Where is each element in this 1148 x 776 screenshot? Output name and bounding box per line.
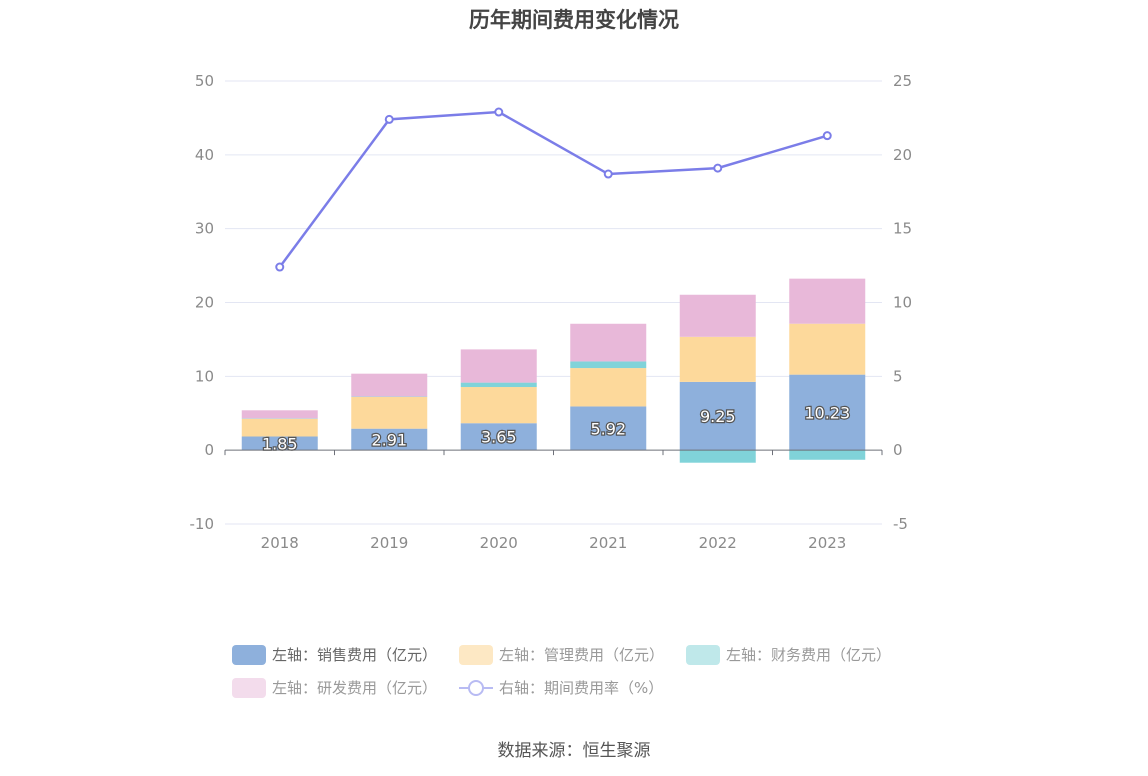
legend-item-rnd[interactable]: 左轴：研发费用（亿元）	[232, 677, 437, 698]
bar-finance-2022	[679, 450, 756, 463]
rate-point	[384, 114, 394, 124]
right-axis-tick-label: 0	[893, 441, 903, 459]
bar-rnd-2020	[460, 349, 537, 383]
bar-rnd-2018	[241, 410, 318, 419]
rate-point	[822, 131, 832, 141]
legend-label-admin: 左轴：管理费用（亿元）	[499, 646, 665, 664]
bar-rnd-2019	[351, 373, 428, 397]
x-axis-tick-label: 2021	[589, 534, 627, 552]
bar-sales-2020	[460, 423, 537, 451]
legend-label-rnd: 左轴：研发费用（亿元）	[272, 679, 438, 697]
legend-swatch-sales	[232, 644, 266, 665]
chart-plot: 1.85 2.91 3.65 5.929.25 10.23 50403020100-10…	[190, 72, 913, 552]
legend-item-sales[interactable]: 左轴：销售费用（亿元）	[232, 644, 437, 665]
bar-finance-2020	[460, 382, 537, 388]
legend-item-finance[interactable]: 左轴：财务费用（亿元）	[686, 644, 891, 665]
data-label-sales: 10.23	[804, 403, 850, 422]
right-axis-tick-label: 20	[893, 146, 912, 164]
bar-rnd-2022	[679, 294, 756, 337]
legend: 左轴：销售费用（亿元） 左轴：管理费用（亿元） 左轴：财务费用（亿元） 左轴：研…	[232, 638, 932, 704]
x-axis-tick-label: 2020	[480, 534, 518, 552]
chart-title: 历年期间费用变化情况	[469, 8, 679, 32]
bar-sales-2023	[789, 374, 866, 451]
x-axis-tick-label: 2018	[261, 534, 299, 552]
bar-finance-2023	[789, 450, 866, 460]
rate-point	[275, 262, 285, 272]
data-label-sales: 1.85	[262, 434, 298, 453]
legend-swatch-rnd	[232, 677, 266, 698]
left-axis-tick-label: 20	[195, 294, 214, 312]
right-axis-tick-label: -5	[893, 515, 908, 533]
bar-admin-2022	[679, 336, 756, 382]
right-axis-tick-label: 10	[893, 294, 912, 312]
data-label-sales: 9.25	[700, 407, 736, 426]
legend-label-rate: 右轴：期间费用率（%）	[499, 679, 664, 697]
data-label-sales: 5.92	[590, 419, 626, 438]
legend-swatch-finance	[686, 644, 721, 665]
rate-point	[713, 163, 723, 173]
bar-sales-2022	[679, 381, 756, 451]
rate-point	[494, 107, 504, 117]
x-axis-tick-label: 2023	[808, 534, 846, 552]
left-axis-tick-label: 10	[195, 367, 214, 385]
bar-admin-2021	[570, 368, 647, 407]
x-axis-tick-label: 2019	[370, 534, 408, 552]
rate-point	[603, 169, 613, 179]
x-axis-tick-label: 2022	[699, 534, 737, 552]
legend-label-finance: 左轴：财务费用（亿元）	[726, 646, 892, 664]
bar-admin-2018	[241, 418, 318, 437]
bar-sales-2019	[351, 428, 428, 451]
data-label-sales: 2.91	[371, 430, 407, 449]
left-axis-tick-label: 0	[204, 441, 214, 459]
legend-label-sales: 左轴：销售费用（亿元）	[272, 646, 438, 664]
left-axis-tick-label: 30	[195, 220, 214, 238]
bar-admin-2019	[351, 396, 428, 429]
legend-swatch-rate	[459, 678, 494, 698]
bar-sales-2018	[241, 436, 318, 451]
bar-admin-2020	[460, 387, 537, 424]
bar-rnd-2021	[570, 323, 647, 362]
bar-sales-2021	[570, 406, 647, 451]
bar-rnd-2023	[789, 278, 866, 324]
legend-item-rate[interactable]: 右轴：期间费用率（%）	[459, 677, 663, 698]
bar-finance-2021	[570, 361, 647, 369]
bar-admin-2023	[789, 323, 866, 375]
left-axis-tick-label: 40	[195, 146, 214, 164]
left-axis-tick-label: 50	[195, 72, 214, 90]
right-axis-tick-label: 25	[893, 72, 912, 90]
legend-swatch-admin	[459, 644, 494, 665]
right-axis-tick-label: 15	[893, 220, 912, 238]
legend-item-admin[interactable]: 左轴：管理费用（亿元）	[459, 644, 664, 665]
source-note: 数据来源：恒生聚源	[497, 741, 651, 761]
data-label-sales: 3.65	[481, 428, 517, 447]
right-axis-tick-label: 5	[893, 367, 903, 385]
rate-series-line	[278, 110, 828, 268]
left-axis-tick-label: -10	[190, 515, 215, 533]
